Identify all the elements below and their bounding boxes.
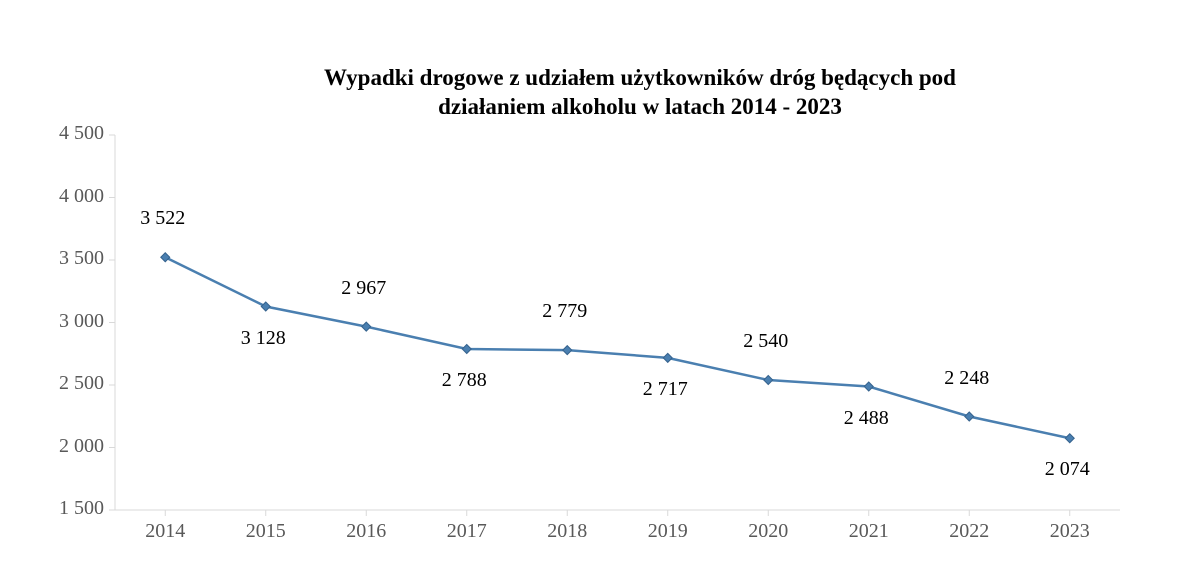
- data-marker: [965, 412, 974, 421]
- data-marker: [161, 253, 170, 262]
- data-label: 2 779: [542, 300, 587, 323]
- y-tick-label: 4 500: [34, 122, 104, 145]
- data-label: 3 522: [140, 207, 185, 230]
- y-tick-label: 2 500: [34, 372, 104, 395]
- data-label: 2 074: [1045, 458, 1090, 481]
- data-label: 2 488: [844, 407, 889, 430]
- y-tick-label: 2 000: [34, 435, 104, 458]
- x-tick-label: 2022: [934, 520, 1004, 543]
- x-tick-label: 2019: [633, 520, 703, 543]
- x-tick-label: 2016: [331, 520, 401, 543]
- y-tick-label: 4 000: [34, 185, 104, 208]
- data-label: 2 717: [643, 378, 688, 401]
- data-label: 2 967: [341, 277, 386, 300]
- line-chart: [0, 0, 1186, 580]
- data-marker: [462, 345, 471, 354]
- data-label: 3 128: [241, 327, 286, 350]
- data-marker: [864, 382, 873, 391]
- data-marker: [663, 353, 672, 362]
- y-tick-label: 3 500: [34, 247, 104, 270]
- data-label: 2 540: [743, 330, 788, 353]
- data-label: 2 248: [944, 367, 989, 390]
- data-label: 2 788: [442, 369, 487, 392]
- data-marker: [362, 322, 371, 331]
- x-tick-label: 2014: [130, 520, 200, 543]
- x-tick-label: 2018: [532, 520, 602, 543]
- y-tick-label: 3 000: [34, 310, 104, 333]
- data-marker: [764, 376, 773, 385]
- x-tick-label: 2023: [1035, 520, 1105, 543]
- data-marker: [563, 346, 572, 355]
- data-marker: [1065, 434, 1074, 443]
- data-line: [165, 257, 1070, 438]
- y-tick-label: 1 500: [34, 497, 104, 520]
- x-tick-label: 2021: [834, 520, 904, 543]
- data-marker: [261, 302, 270, 311]
- x-tick-label: 2017: [432, 520, 502, 543]
- x-tick-label: 2015: [231, 520, 301, 543]
- x-tick-label: 2020: [733, 520, 803, 543]
